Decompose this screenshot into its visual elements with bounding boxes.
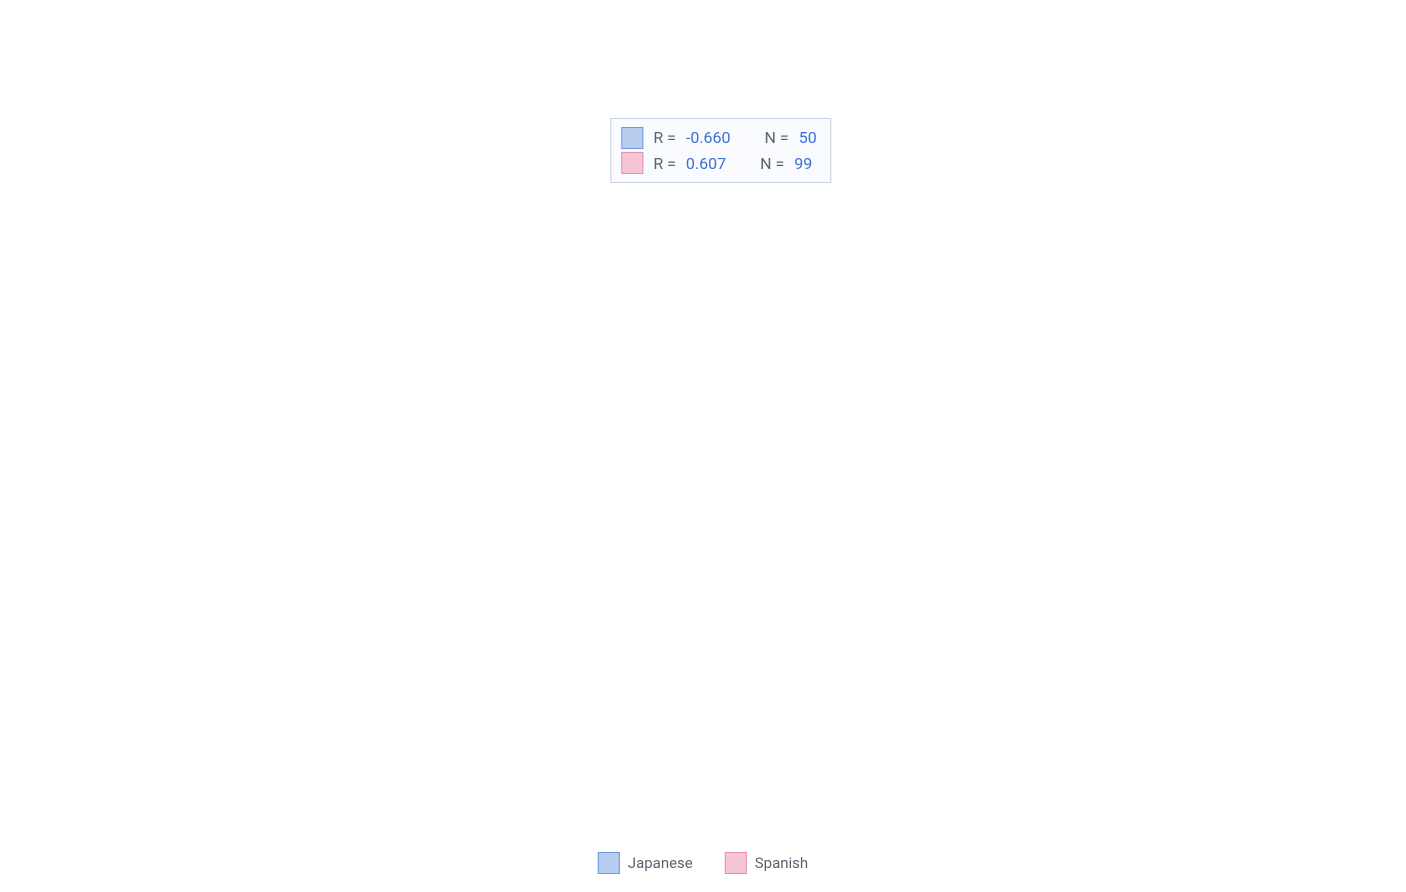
series-label: Spanish	[755, 854, 808, 872]
legend-swatch	[621, 127, 643, 149]
series-legend: Japanese Spanish	[598, 852, 808, 874]
legend-n-label: N =	[765, 125, 789, 151]
legend-swatch	[621, 152, 643, 174]
legend-row: R = -0.660 N = 50	[621, 125, 816, 151]
legend-n-value: 50	[799, 125, 817, 151]
chart-area: R = -0.660 N = 50 R = 0.607 N = 99	[56, 56, 1386, 832]
chart-header	[0, 0, 1406, 24]
legend-n-label: N =	[760, 151, 784, 177]
series-swatch	[598, 852, 620, 874]
series-legend-item: Japanese	[598, 852, 693, 874]
series-legend-item: Spanish	[725, 852, 808, 874]
legend-r-label: R =	[653, 125, 676, 151]
legend-r-value: -0.660	[686, 125, 731, 151]
series-label: Japanese	[628, 854, 693, 872]
legend-r-value: 0.607	[686, 151, 726, 177]
correlation-legend: R = -0.660 N = 50 R = 0.607 N = 99	[610, 118, 831, 183]
series-swatch	[725, 852, 747, 874]
legend-r-label: R =	[653, 151, 676, 177]
legend-row: R = 0.607 N = 99	[621, 151, 816, 177]
legend-n-value: 99	[794, 151, 812, 177]
